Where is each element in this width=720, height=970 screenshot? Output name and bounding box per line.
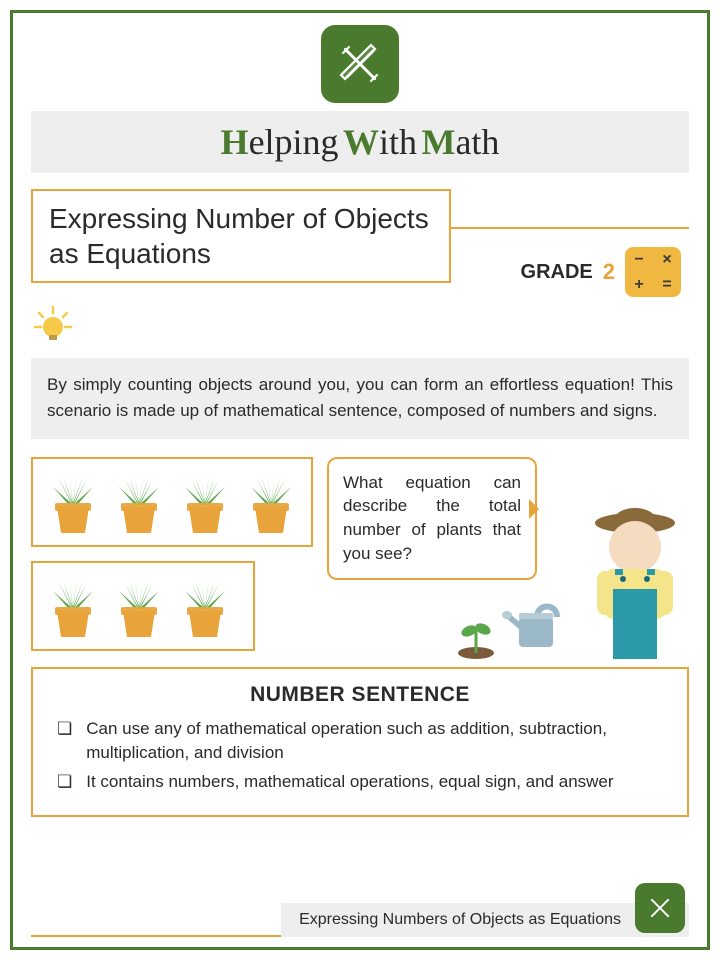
grade-wrap: GRADE 2 −× +=: [521, 247, 681, 297]
list-item: ❏ It contains numbers, mathematical oper…: [57, 770, 663, 795]
grade-label: GRADE: [521, 261, 593, 284]
intro-text: By simply counting objects around you, y…: [31, 358, 689, 439]
footer: Expressing Numbers of Objects as Equatio…: [31, 935, 689, 937]
grade-divider: [411, 227, 689, 229]
list-item: ❏ Can use any of mathematical operation …: [57, 717, 663, 766]
plant-row-1: [31, 457, 313, 547]
farmer-icon: [575, 489, 695, 659]
bullet-icon: ❏: [57, 770, 72, 795]
operations-icon: −× +=: [625, 247, 681, 297]
brand-logo-icon: [321, 25, 399, 103]
header-logo-wrap: [31, 25, 689, 103]
grade-number: 2: [603, 259, 615, 285]
farmer-area: [455, 489, 695, 659]
watering-can-icon: [501, 593, 571, 659]
bulb-icon: [31, 303, 689, 352]
number-sentence-box: NUMBER SENTENCE ❏ Can use any of mathema…: [31, 667, 689, 817]
plant-row-2: [31, 561, 255, 651]
subtitle-row: Expressing Number of Objects as Equation…: [31, 189, 689, 283]
sprout-icon: [455, 603, 497, 659]
title-bar: Helping With Math: [31, 111, 689, 173]
plants-column: [31, 457, 313, 651]
footer-logo-icon: [635, 883, 685, 933]
right-column: What equation can describe the total num…: [327, 457, 689, 651]
number-sentence-title: NUMBER SENTENCE: [57, 683, 663, 707]
scene: What equation can describe the total num…: [31, 457, 689, 651]
bullet-icon: ❏: [57, 717, 72, 766]
footer-label: Expressing Numbers of Objects as Equatio…: [281, 903, 689, 937]
subtitle-box: Expressing Number of Objects as Equation…: [31, 189, 451, 283]
page-border: Helping With Math Expressing Number of O…: [10, 10, 710, 950]
